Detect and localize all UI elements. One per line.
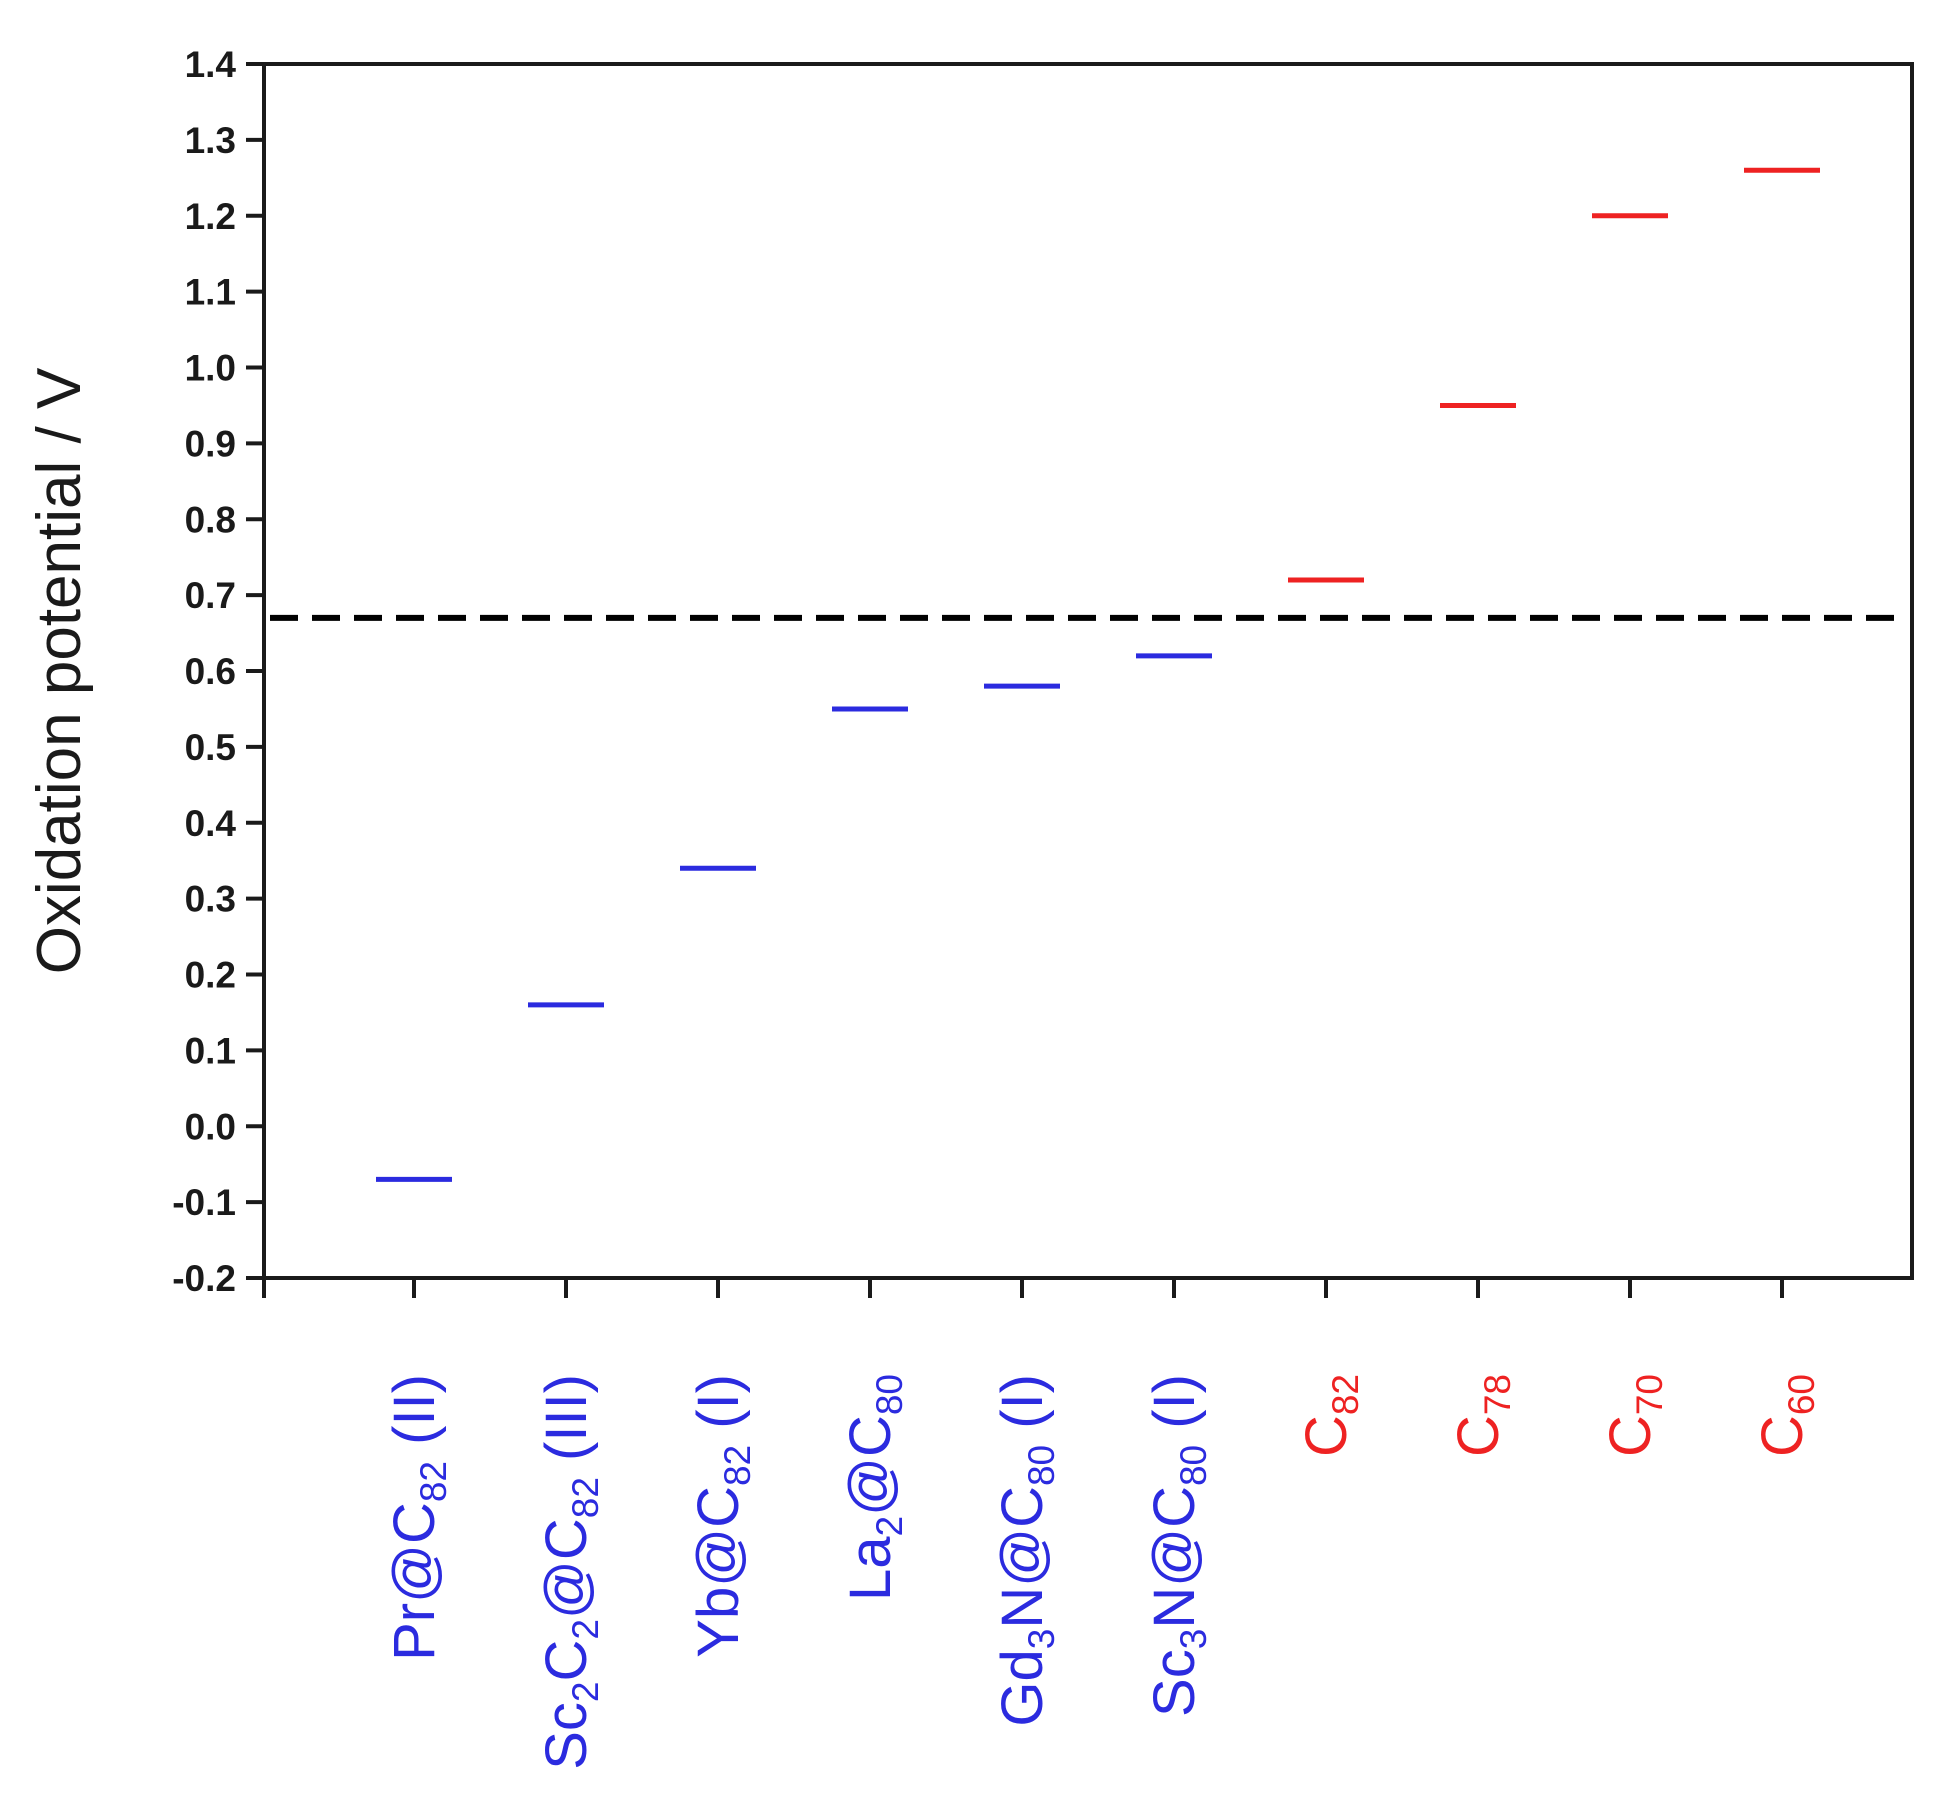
y-tick-label: 0.6 (185, 651, 236, 692)
category-labels: Pr@C82 (II) Sc2C2@C82 (III) Yb@C82 (I) La2@… (382, 1374, 1822, 1770)
y-tick-label: 0.4 (185, 803, 237, 844)
x-category-label: Sc3N@C80 (I) (1142, 1374, 1214, 1717)
y-tick-label: -0.2 (172, 1258, 236, 1299)
data-marks (376, 167, 1820, 1182)
x-category-label: La2@C80 (838, 1374, 910, 1601)
x-category-label: Yb@C82 (I) (686, 1374, 758, 1658)
x-category-label: C60 (1750, 1374, 1822, 1457)
y-tick-label: 1.2 (185, 196, 236, 237)
y-tick-label: 0.3 (185, 879, 236, 920)
y-tick-label: -0.1 (172, 1182, 236, 1223)
x-category-label: C78 (1446, 1374, 1518, 1457)
x-category-label: Pr@C82 (II) (382, 1374, 454, 1661)
y-tick-label: 0.9 (185, 423, 236, 464)
y-axis-title: Oxidation potential / V (25, 367, 94, 974)
y-tick-label: 1.0 (185, 348, 236, 389)
y-tick-label: 1.1 (185, 272, 236, 313)
y-tick-label: 0.1 (185, 1030, 236, 1071)
x-category-label: Gd3N@C80 (I) (990, 1374, 1062, 1727)
y-tick-label: 0.2 (185, 955, 236, 996)
x-axis-ticks (262, 1278, 1784, 1298)
y-tick-label: 1.3 (185, 120, 236, 161)
y-tick-label: 0.0 (185, 1106, 236, 1147)
y-tick-label: 0.8 (185, 499, 236, 540)
x-category-label: Sc2C2@C82 (III) (534, 1374, 606, 1770)
x-category-label: C70 (1598, 1374, 1670, 1457)
x-category-label: C82 (1294, 1374, 1366, 1457)
y-tick-label: 1.4 (185, 44, 237, 85)
y-tick-label: 0.5 (185, 727, 236, 768)
y-tick-label: 0.7 (185, 575, 236, 616)
y-axis-ticks: 1.4 1.3 1.2 1.1 1.0 0.9 0.8 0.7 0.6 0.5 0.4 0.3 0.2 0… (172, 44, 264, 1299)
plot-frame (262, 62, 1914, 1280)
